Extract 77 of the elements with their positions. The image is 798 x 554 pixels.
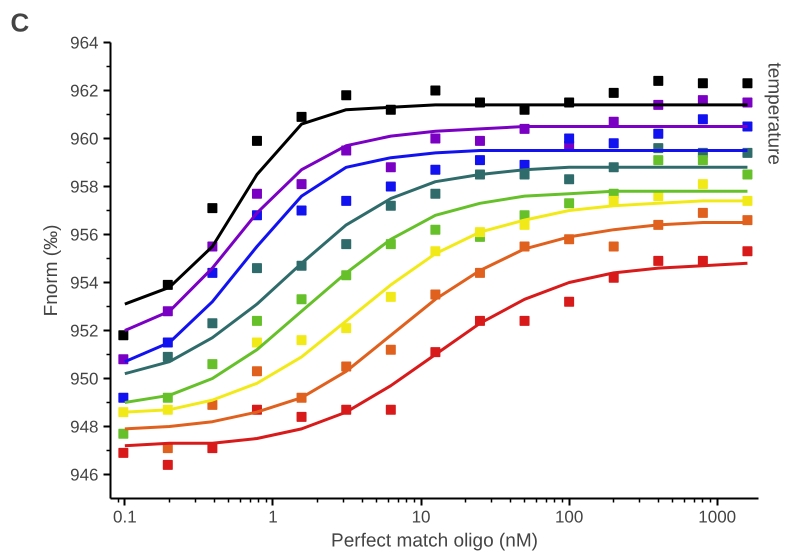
point <box>162 460 173 470</box>
point <box>698 208 708 218</box>
point <box>252 316 262 326</box>
point <box>742 78 752 88</box>
y-tick-label: 948 <box>70 418 99 436</box>
y-tick-label: 956 <box>70 226 99 244</box>
point <box>474 155 485 166</box>
point <box>742 246 752 256</box>
text: temperature <box>764 62 784 165</box>
point <box>341 90 352 100</box>
y-tick-label: 946 <box>70 466 99 484</box>
x-tick-label: 10 <box>412 508 431 526</box>
point <box>698 179 708 190</box>
x-tick-label: 1 <box>268 508 278 526</box>
point <box>564 174 574 184</box>
point <box>608 242 619 252</box>
chart-title: C <box>10 8 30 38</box>
point <box>698 155 708 166</box>
point <box>564 296 574 307</box>
point <box>252 366 262 376</box>
point <box>252 188 262 199</box>
point <box>430 188 440 199</box>
point <box>118 407 128 418</box>
point <box>386 200 396 211</box>
point <box>341 196 352 206</box>
y-tick-label: 962 <box>70 82 99 100</box>
point <box>386 292 396 302</box>
point <box>430 134 440 144</box>
point <box>252 263 262 274</box>
y-tick-label: 958 <box>70 178 99 196</box>
y-axis-title: Fnorm (‰) <box>41 224 62 316</box>
point <box>118 392 128 403</box>
point <box>386 404 396 415</box>
point <box>118 330 128 340</box>
point <box>608 88 619 98</box>
y-tick-label: 950 <box>70 370 99 388</box>
point <box>564 134 574 144</box>
y-tick-label: 964 <box>70 34 99 52</box>
point <box>653 155 664 166</box>
point <box>296 179 307 190</box>
point <box>386 182 396 192</box>
point <box>564 198 574 208</box>
point <box>430 164 440 175</box>
y-tick-label: 954 <box>70 274 99 292</box>
y-tick-label: 960 <box>70 130 99 148</box>
point <box>296 112 307 122</box>
point <box>520 316 530 326</box>
x-axis-title: Perfect match oligo (nM) <box>331 530 538 552</box>
point <box>296 294 307 304</box>
point <box>653 76 664 86</box>
point <box>742 170 752 180</box>
point <box>118 428 128 439</box>
point <box>430 86 440 96</box>
x-tick-label: 0.1 <box>113 508 137 526</box>
point <box>207 203 218 214</box>
point <box>386 162 396 172</box>
point <box>698 78 708 88</box>
point <box>296 206 307 216</box>
point <box>341 323 352 334</box>
point <box>430 224 440 235</box>
point <box>118 448 128 458</box>
point <box>608 138 619 148</box>
point <box>474 136 485 146</box>
point <box>207 359 218 370</box>
y-tick-label: 952 <box>70 322 99 340</box>
point <box>296 412 307 422</box>
x-tick-label: 100 <box>554 508 584 526</box>
point <box>386 344 396 355</box>
point <box>252 136 262 146</box>
point <box>252 338 262 348</box>
x-tick-label: 1000 <box>698 508 736 526</box>
point <box>698 114 708 124</box>
point <box>653 256 664 266</box>
point <box>296 335 307 346</box>
point <box>207 318 218 328</box>
point <box>653 128 664 139</box>
point <box>341 239 352 250</box>
